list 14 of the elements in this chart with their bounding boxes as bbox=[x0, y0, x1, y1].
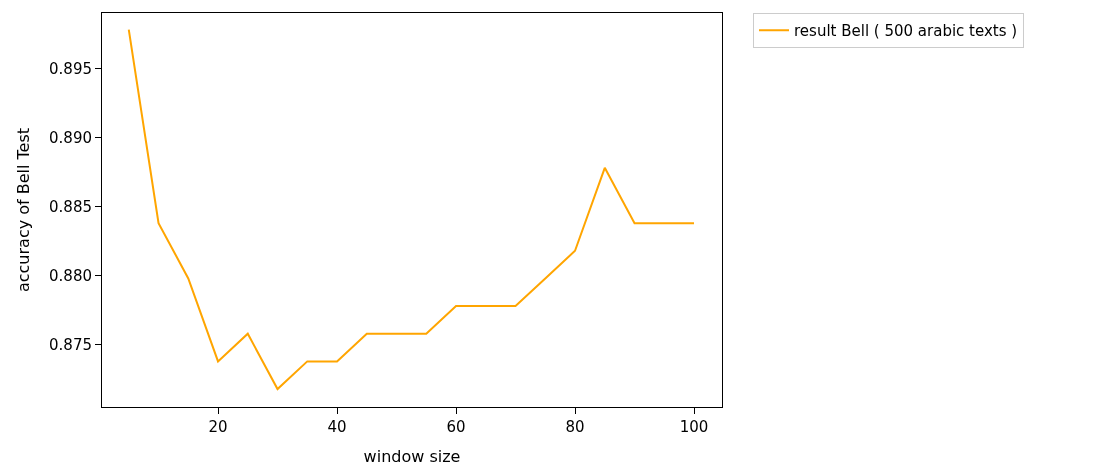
x-tick-label: 20 bbox=[208, 418, 228, 436]
x-axis-title: window size bbox=[363, 446, 461, 466]
y-tick-label: 0.895 bbox=[49, 59, 92, 78]
y-tick-label: 0.890 bbox=[49, 128, 92, 147]
legend-label: result Bell ( 500 arabic texts ) bbox=[794, 22, 1018, 41]
line-series bbox=[127, 28, 696, 391]
x-tick-label: 80 bbox=[565, 418, 585, 436]
y-axis-title: accuracy of Bell Test bbox=[13, 127, 33, 293]
x-tick-label: 60 bbox=[446, 418, 466, 436]
x-tick-label: 100 bbox=[679, 418, 709, 436]
y-tick-label: 0.875 bbox=[49, 336, 92, 355]
x-tick-label: 40 bbox=[327, 418, 347, 436]
y-tick-label: 0.885 bbox=[49, 197, 92, 216]
y-tick-label: 0.880 bbox=[49, 266, 92, 285]
